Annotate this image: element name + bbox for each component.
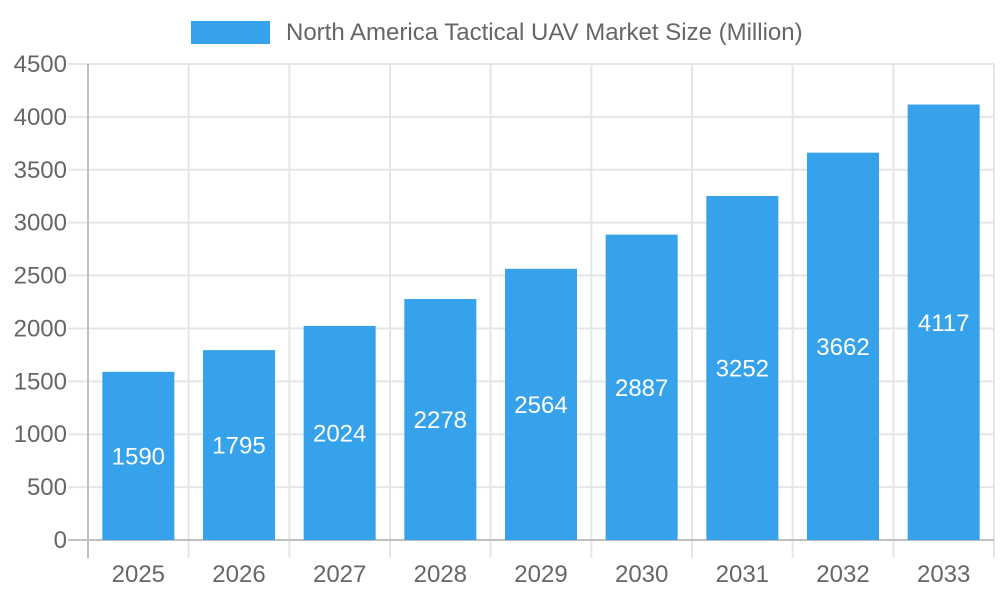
svg-text:4117: 4117: [918, 310, 970, 337]
svg-text:2029: 2029: [514, 561, 567, 588]
svg-text:2033: 2033: [917, 561, 970, 588]
svg-text:3662: 3662: [816, 334, 869, 361]
svg-text:2024: 2024: [313, 420, 366, 447]
svg-text:2278: 2278: [414, 407, 467, 434]
svg-text:2887: 2887: [615, 375, 668, 402]
svg-text:1500: 1500: [14, 368, 67, 395]
svg-text:3252: 3252: [716, 356, 769, 383]
svg-text:0: 0: [54, 527, 67, 554]
svg-text:1795: 1795: [212, 433, 265, 460]
svg-text:North America Tactical UAV Mar: North America Tactical UAV Market Size (…: [286, 19, 803, 46]
svg-text:500: 500: [27, 474, 67, 501]
svg-text:2030: 2030: [615, 561, 668, 588]
svg-text:2027: 2027: [313, 561, 366, 588]
svg-text:2032: 2032: [816, 561, 869, 588]
svg-text:2026: 2026: [212, 561, 265, 588]
svg-text:2028: 2028: [414, 561, 467, 588]
svg-text:1590: 1590: [112, 443, 165, 470]
svg-text:2031: 2031: [716, 561, 769, 588]
svg-text:2564: 2564: [514, 392, 567, 419]
svg-text:3500: 3500: [14, 157, 67, 184]
svg-text:4500: 4500: [14, 51, 67, 78]
svg-text:3000: 3000: [14, 210, 67, 237]
svg-text:1000: 1000: [14, 421, 67, 448]
svg-text:2025: 2025: [112, 561, 165, 588]
svg-text:2500: 2500: [14, 263, 67, 290]
svg-text:4000: 4000: [14, 104, 67, 131]
svg-text:2000: 2000: [14, 315, 67, 342]
